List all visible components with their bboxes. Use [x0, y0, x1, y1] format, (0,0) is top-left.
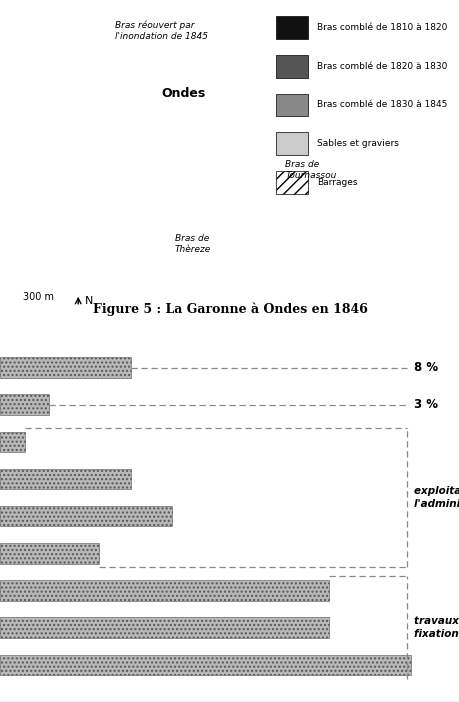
FancyBboxPatch shape [275, 171, 308, 194]
Text: Sables et graviers: Sables et graviers [317, 139, 398, 148]
Text: Bras comblé de 1810 à 1820: Bras comblé de 1810 à 1820 [317, 23, 447, 32]
Text: 8 %: 8 % [413, 361, 437, 374]
Text: 3 %: 3 % [413, 398, 437, 411]
Bar [0, 581, 328, 601]
Text: N: N [85, 296, 93, 305]
Bar [0, 432, 25, 452]
Bar [0, 654, 410, 675]
Bar [0, 469, 131, 489]
Text: Ondes: Ondes [161, 87, 205, 100]
FancyBboxPatch shape [275, 93, 308, 117]
Text: Bras réouvert par
l'inondation de 1845: Bras réouvert par l'inondation de 1845 [115, 21, 207, 41]
Text: travaux défensifs de
fixation du lit 63 %: travaux défensifs de fixation du lit 63 … [413, 616, 459, 640]
Bar [0, 506, 172, 526]
Text: exploitation par
l'administration du fleuve 26 %: exploitation par l'administration du fle… [413, 486, 459, 509]
Bar [0, 395, 49, 415]
Text: Bras comblé de 1820 à 1830: Bras comblé de 1820 à 1830 [317, 62, 447, 71]
Bar [0, 543, 98, 564]
Bar [0, 357, 131, 378]
Bar [0, 618, 328, 638]
Text: 300 m: 300 m [23, 292, 54, 303]
FancyBboxPatch shape [275, 133, 308, 155]
Text: Figure 5 : La Garonne à Ondes en 1846: Figure 5 : La Garonne à Ondes en 1846 [92, 303, 367, 317]
Text: Barrages: Barrages [317, 178, 357, 187]
FancyBboxPatch shape [275, 16, 308, 39]
Text: Bras de
Tournassou: Bras de Tournassou [285, 160, 336, 180]
FancyBboxPatch shape [275, 55, 308, 77]
Text: Bras de
Thèreze: Bras de Thèreze [174, 234, 211, 254]
Text: Bras comblé de 1830 à 1845: Bras comblé de 1830 à 1845 [317, 100, 447, 110]
